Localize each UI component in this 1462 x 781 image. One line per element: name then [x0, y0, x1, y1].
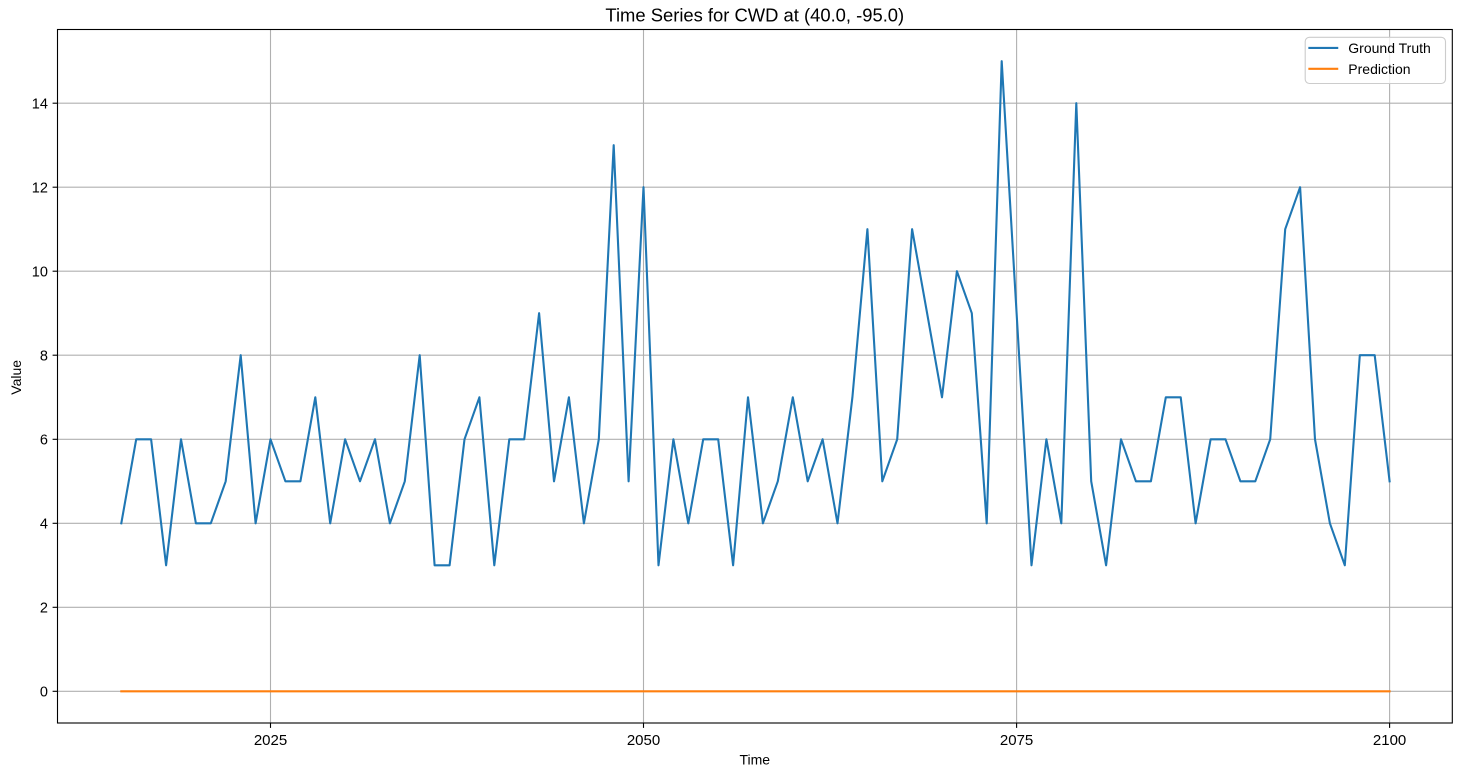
svg-text:2025: 2025 [254, 732, 287, 749]
svg-text:8: 8 [40, 348, 48, 364]
svg-text:2: 2 [40, 601, 48, 617]
svg-text:10: 10 [32, 264, 48, 280]
svg-text:Time: Time [740, 751, 771, 767]
svg-text:2050: 2050 [627, 732, 660, 749]
svg-text:12: 12 [32, 180, 48, 196]
svg-text:Time Series for CWD at (40.0,: Time Series for CWD at (40.0, -95.0) [605, 5, 904, 26]
svg-text:6: 6 [40, 433, 48, 449]
svg-text:14: 14 [32, 96, 48, 112]
svg-text:0: 0 [40, 685, 48, 701]
svg-text:4: 4 [40, 517, 48, 533]
svg-text:Value: Value [8, 360, 24, 395]
svg-text:2075: 2075 [1000, 732, 1033, 749]
svg-text:Ground Truth: Ground Truth [1348, 40, 1431, 56]
svg-text:2100: 2100 [1373, 732, 1406, 749]
svg-text:Prediction: Prediction [1348, 61, 1410, 77]
